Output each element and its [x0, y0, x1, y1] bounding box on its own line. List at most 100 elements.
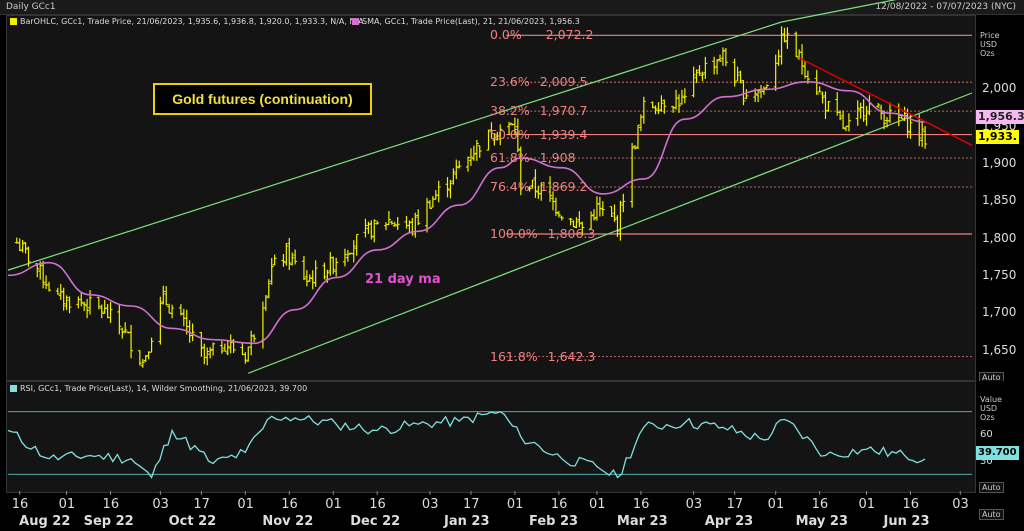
- ohlc-bar: [76, 296, 81, 309]
- ohlc-bar: [85, 298, 90, 319]
- x-tick-month: Feb 23: [528, 514, 579, 529]
- chart-title-box: Gold futures (continuation): [153, 83, 372, 115]
- ohlc-bar: [55, 287, 60, 295]
- x-tick-month: Apr 23: [704, 514, 754, 529]
- ohlc-bar: [744, 89, 749, 100]
- ohlc-bar: [457, 160, 462, 169]
- fib-pct: 61.8%: [490, 150, 530, 166]
- price-panel[interactable]: [6, 15, 976, 381]
- ohlc-bar: [170, 304, 175, 319]
- ohlc-bar: [507, 121, 512, 135]
- fib-label: 76.4% 1,869.2: [490, 179, 587, 194]
- ohlc-bar: [372, 219, 377, 243]
- rsi-axis[interactable]: Value USD Ozs: [976, 381, 1024, 491]
- rsi-axis-header-2: USD: [980, 404, 998, 413]
- rsi-axis-header-1: Value: [980, 395, 1002, 404]
- ohlc-bar: [820, 91, 825, 104]
- ohlc-bar: [732, 58, 737, 87]
- ohlc-bar: [219, 340, 224, 354]
- rsi-levels: [8, 411, 972, 475]
- title-bar: Daily GCc1 12/08/2022 - 07/07/2023 (NYC): [0, 0, 1024, 15]
- ohlc-bar: [167, 303, 172, 314]
- sma-value-badge: 1,956.3: [976, 110, 1024, 124]
- ohlc-bar: [35, 263, 40, 278]
- ohlc-bar: [304, 270, 309, 287]
- x-tick-month: Jan 23: [444, 514, 490, 529]
- ohlc-bar: [676, 94, 681, 113]
- ohlc-bar: [293, 249, 298, 265]
- ohlc-bar: [876, 102, 881, 108]
- ohlc-bar: [779, 26, 784, 65]
- ohlc-bar: [202, 343, 207, 365]
- ohlc-bar: [105, 304, 110, 319]
- ohlc-bar: [635, 124, 640, 150]
- ohlc-bar: [395, 216, 400, 230]
- ohlc-bar: [307, 274, 312, 282]
- fib-label: 23.6% 2,009.5: [490, 74, 587, 89]
- ohlc-bar: [328, 252, 333, 276]
- ohlc-bar: [703, 56, 708, 79]
- ohlc-bar: [539, 182, 544, 201]
- ohlc-bar: [240, 342, 245, 356]
- ohlc-bar: [342, 248, 347, 267]
- ohlc-bar: [228, 334, 233, 354]
- ohlc-bar: [284, 242, 289, 266]
- ohlc-bar: [515, 118, 520, 153]
- ohlc-bar: [178, 304, 183, 316]
- x-tick-day: 03: [421, 497, 439, 512]
- ohlc-bar: [205, 347, 210, 366]
- ohlc-bar: [618, 200, 623, 241]
- rsi-legend-text: RSI, GCc1, Trade Price(Last), 14, Wilder…: [20, 384, 308, 393]
- ohlc-bar: [735, 66, 740, 82]
- x-tick-day: 16: [11, 497, 29, 512]
- ohlc-bar: [410, 218, 415, 236]
- ohlc-bar: [841, 110, 846, 130]
- ohlc-bar: [826, 101, 831, 112]
- ohlc-bar: [246, 346, 251, 362]
- price-bars: [14, 26, 928, 368]
- ohlc-bar: [208, 347, 213, 359]
- ohlc-bar: [137, 350, 142, 366]
- ohlc-bar: [26, 246, 31, 267]
- ohlc-bar: [641, 96, 646, 124]
- ohlc-bar: [47, 281, 52, 292]
- ohlc-bar: [67, 296, 72, 314]
- ohlc-bar: [281, 254, 286, 267]
- downtrend-line: [798, 57, 973, 146]
- ohlc-bar: [609, 206, 614, 217]
- x-auto-button[interactable]: Auto: [979, 509, 1004, 520]
- rsi-swatch: [10, 385, 17, 392]
- ohlc-bar: [592, 209, 597, 221]
- ohlc-bar: [682, 88, 687, 104]
- ohlc-bar: [671, 105, 676, 113]
- ohlc-bar: [64, 295, 69, 311]
- x-tick-month: Oct 22: [168, 514, 217, 529]
- fib-pct: 76.4%: [490, 179, 530, 195]
- ohlc-bar: [331, 256, 336, 275]
- fib-value: 1,869.2: [535, 179, 588, 195]
- ohlc-bar: [571, 220, 576, 228]
- fib-value: 1,939.4: [535, 126, 588, 142]
- ohlc-bar: [96, 296, 101, 310]
- ohlc-bar: [322, 262, 327, 280]
- ohlc-bar: [310, 270, 315, 290]
- rsi-auto-button[interactable]: Auto: [979, 482, 1004, 493]
- price-legend-sma: SMA, GCc1, Trade Price(Last), 21, 21/06/…: [352, 17, 580, 26]
- ohlc-bar: [838, 110, 843, 121]
- ohlc-bar: [679, 89, 684, 105]
- ohlc-bar: [425, 197, 430, 233]
- x-tick-day: 17: [193, 497, 210, 512]
- price-tick: 1,800: [982, 230, 1017, 245]
- fib-label: 0.0% 2,072.2: [490, 27, 593, 42]
- x-tick-day: 03: [952, 497, 969, 512]
- sma-swatch: [352, 18, 359, 25]
- fib-pct: 161.8%: [490, 348, 538, 364]
- ohlc-bar: [108, 301, 113, 323]
- ohlc-bar: [225, 340, 230, 356]
- ohlc-bar: [659, 95, 664, 112]
- x-tick-day: 03: [152, 497, 169, 512]
- ohlc-bar: [662, 99, 667, 114]
- fib-pct: 23.6%: [490, 74, 530, 90]
- price-axis[interactable]: Price USD Ozs: [976, 15, 1024, 381]
